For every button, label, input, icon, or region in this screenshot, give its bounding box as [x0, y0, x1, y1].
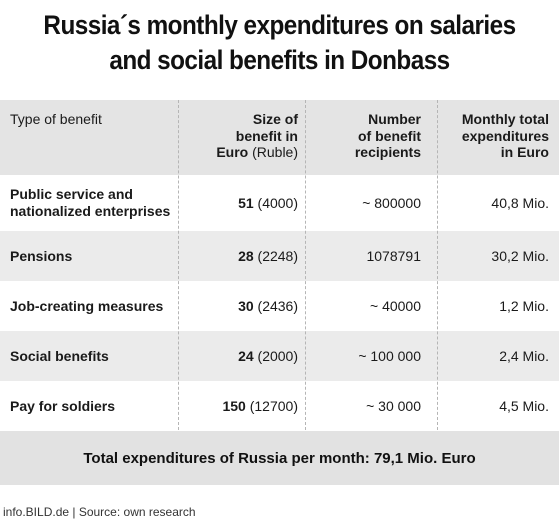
row-recipients: ~ 40000: [370, 297, 421, 314]
row-type: Pensions: [10, 247, 73, 264]
row-recipients: 1078791: [366, 247, 421, 264]
row-size: 24 (2000): [238, 347, 298, 364]
table-row: Public service and nationalized enterpris…: [0, 175, 559, 231]
title-line-2: and social benefits in Donbass: [109, 45, 450, 75]
table-header-row: Type of benefit Size of benefit in Euro …: [0, 100, 559, 175]
table-row: Pay for soldiers 150 (12700) ~ 30 000 4,…: [0, 381, 559, 431]
total-expenditures: Total expenditures of Russia per month: …: [0, 431, 559, 485]
row-size: 51 (4000): [238, 194, 298, 211]
header-size-of-benefit: Size of benefit in Euro (Ruble): [216, 111, 298, 160]
table-row: Social benefits 24 (2000) ~ 100 000 2,4 …: [0, 331, 559, 381]
column-divider: [178, 100, 179, 430]
column-divider: [305, 100, 306, 430]
table-row: Pensions 28 (2248) 1078791 30,2 Mio.: [0, 231, 559, 281]
chart-title: Russia´s monthly expenditures on salarie…: [28, 8, 531, 78]
header-monthly-total: Monthly total expenditures in Euro: [461, 111, 549, 160]
row-monthly: 1,2 Mio.: [499, 297, 549, 314]
row-type: Social benefits: [10, 347, 109, 364]
row-size: 28 (2248): [238, 247, 298, 264]
row-type: Public service and nationalized enterpris…: [10, 186, 171, 219]
row-recipients: ~ 30 000: [366, 397, 421, 414]
row-monthly: 30,2 Mio.: [491, 247, 549, 264]
title-line-1: Russia´s monthly expenditures on salarie…: [43, 10, 516, 40]
benefits-table: Type of benefit Size of benefit in Euro …: [0, 100, 559, 431]
row-recipients: ~ 100 000: [358, 347, 421, 364]
source-note: info.BILD.de | Source: own research: [3, 505, 196, 519]
row-size: 30 (2436): [238, 297, 298, 314]
row-monthly: 2,4 Mio.: [499, 347, 549, 364]
header-number-of-recipients: Number of benefit recipients: [354, 111, 421, 160]
row-monthly: 40,8 Mio.: [491, 194, 549, 211]
row-recipients: ~ 800000: [362, 194, 421, 211]
table-row: Job-creating measures 30 (2436) ~ 40000 …: [0, 281, 559, 331]
row-type: Job-creating measures: [10, 297, 164, 314]
column-divider: [437, 100, 438, 430]
row-size: 150 (12700): [222, 397, 298, 414]
header-type-of-benefit: Type of benefit: [10, 111, 102, 127]
row-monthly: 4,5 Mio.: [499, 397, 549, 414]
row-type: Pay for soldiers: [10, 397, 116, 414]
